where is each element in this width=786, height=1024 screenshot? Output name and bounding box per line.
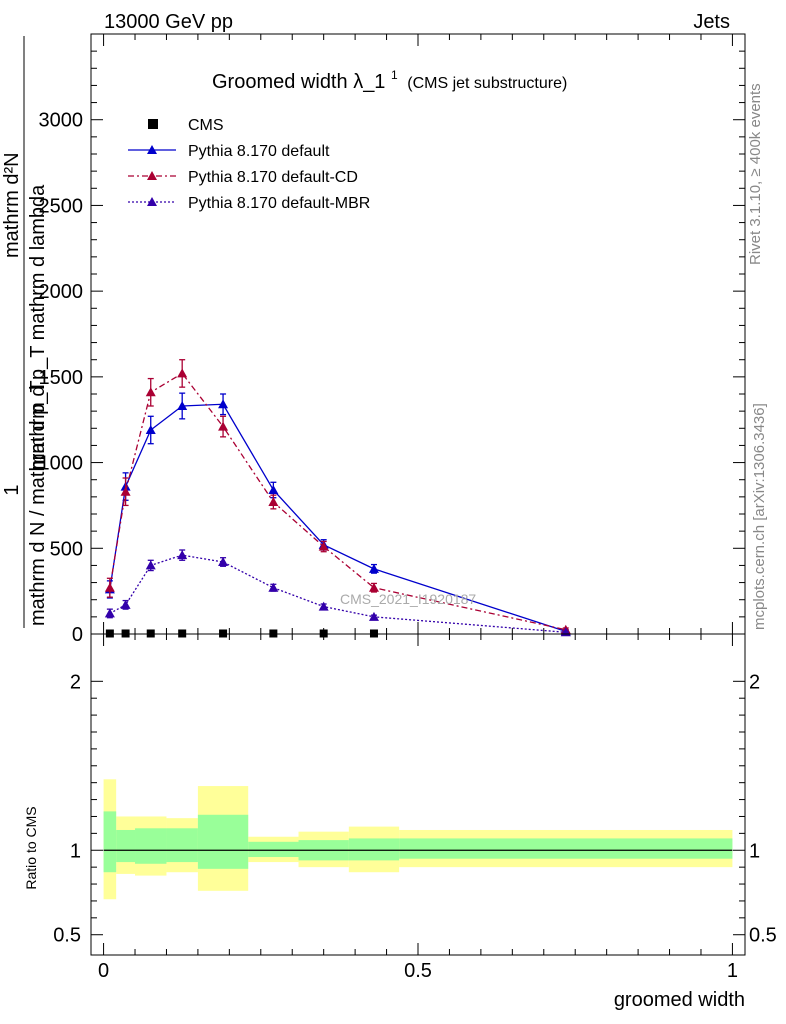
ratio-band-inner-8 (399, 838, 733, 859)
ratio-y-tick-label-right: 2 (749, 671, 760, 693)
series-point-2 (218, 421, 229, 431)
cms-point (178, 629, 187, 638)
series-point-1 (218, 399, 229, 409)
series-point-1 (368, 563, 379, 573)
cms-point (219, 629, 228, 638)
y-tick-label: 2500 (39, 195, 84, 217)
series-point-1 (268, 485, 279, 494)
ratio-frame (90, 633, 746, 956)
ratio-y-tick-label: 1 (70, 840, 81, 862)
x-tick-label: 1 (727, 960, 738, 982)
cms-point (369, 629, 378, 638)
legend-marker-0 (148, 119, 158, 129)
series-point-3 (177, 550, 188, 560)
series-line-2 (109, 372, 566, 631)
ratio-band-inner-2 (135, 828, 167, 864)
legend-label-3: Pythia 8.170 default-MBR (188, 195, 370, 212)
ratio-y-tick-label: 0.5 (53, 925, 81, 947)
series-point-3 (120, 599, 131, 609)
y-label-line2: mathrm d p_T mathrm d lambda (27, 184, 49, 470)
x-tick-label: 0 (98, 960, 109, 982)
series-line-3 (109, 554, 566, 633)
chart-title: Groomed width λ_1 1 (CMS jet substructur… (212, 62, 567, 93)
cms-point (105, 629, 114, 638)
series-point-3 (268, 582, 279, 592)
ratio-band-inner-7 (348, 838, 400, 861)
y-tick-label: 2000 (39, 281, 84, 303)
cms-point (121, 629, 130, 638)
title-text: Groomed width (212, 71, 348, 93)
series-point-2 (104, 582, 115, 592)
series-point-2 (318, 541, 329, 551)
ratio-band-inner-5 (248, 841, 299, 858)
series-point-1 (145, 425, 156, 434)
ratio-band-inner-3 (166, 828, 198, 863)
ratio-y-tick-label: 2 (70, 671, 81, 693)
series-point-3 (368, 611, 379, 621)
ratio-band-inner-1 (116, 829, 136, 863)
legend-marker-1 (147, 145, 157, 154)
legend-label-2: Pythia 8.170 default-CD (188, 169, 358, 186)
series-point-1 (177, 401, 188, 410)
y-tick-label: 0 (72, 624, 83, 646)
ratio-y-tick-label-right: 0.5 (749, 925, 777, 947)
title-superscript: 1 (391, 68, 398, 82)
y-label-denominator: mathrm d N / mathrm d p_T (27, 380, 49, 626)
series-line-1 (109, 403, 566, 633)
cms-point (269, 629, 278, 638)
main-panel: 0 500 1000 1500 2000 2500 3000 (39, 33, 746, 646)
y-tick-label: 500 (50, 538, 83, 560)
ratio-y-tick-label-right: 1 (749, 840, 760, 862)
x-tick-label: 0.5 (404, 960, 432, 982)
mcplots-label: mcplots.cern.ch [arXiv:1306.3436] (751, 403, 768, 630)
series-point-3 (145, 560, 156, 570)
rivet-label: Rivet 3.1.10, ≥ 400k events (747, 83, 764, 265)
y-tick-label: 1000 (39, 453, 84, 475)
series-point-3 (218, 557, 229, 566)
series-point-2 (120, 486, 131, 496)
series-point-2 (368, 582, 379, 592)
y-label-line1: mathrm d²N (1, 152, 23, 258)
legend-label-0: CMS (188, 117, 224, 134)
header-right: Jets (693, 11, 730, 33)
y-axis-label: 1 mathrm d N / mathrm d p_T mathrm d²N m… (1, 36, 49, 628)
y-tick-label: 1500 (39, 367, 84, 389)
ratio-band-inner-4 (197, 814, 249, 869)
header-left: 13000 GeV pp (104, 11, 233, 33)
legend: CMS Pythia 8.170 default Pythia 8.170 defa… (128, 117, 370, 212)
series-point-3 (318, 601, 329, 611)
legend-label-1: Pythia 8.170 default (188, 143, 330, 160)
cms-point (146, 629, 155, 638)
y-label-numerator: 1 (1, 484, 23, 495)
series-point-3 (104, 608, 115, 618)
series-point-2 (145, 387, 156, 397)
cms-point (319, 629, 328, 638)
title-symbol: λ_1 (353, 71, 385, 93)
series-point-2 (177, 368, 188, 378)
watermark: CMS_2021_I1920187 (340, 591, 476, 607)
x-axis-label: groomed width (614, 989, 745, 1011)
title-subtitle: (CMS jet substructure) (407, 75, 567, 92)
ratio-y-label: Ratio to CMS (23, 806, 39, 889)
legend-marker-2 (147, 171, 157, 180)
series-point-2 (268, 497, 279, 506)
ratio-band-inner-0 (103, 811, 117, 873)
legend-marker-3 (147, 197, 157, 206)
y-tick-label: 3000 (39, 110, 84, 132)
ratio-panel: 0 0.5 1 0.5 0.5 1 1 2 2 (53, 633, 777, 982)
